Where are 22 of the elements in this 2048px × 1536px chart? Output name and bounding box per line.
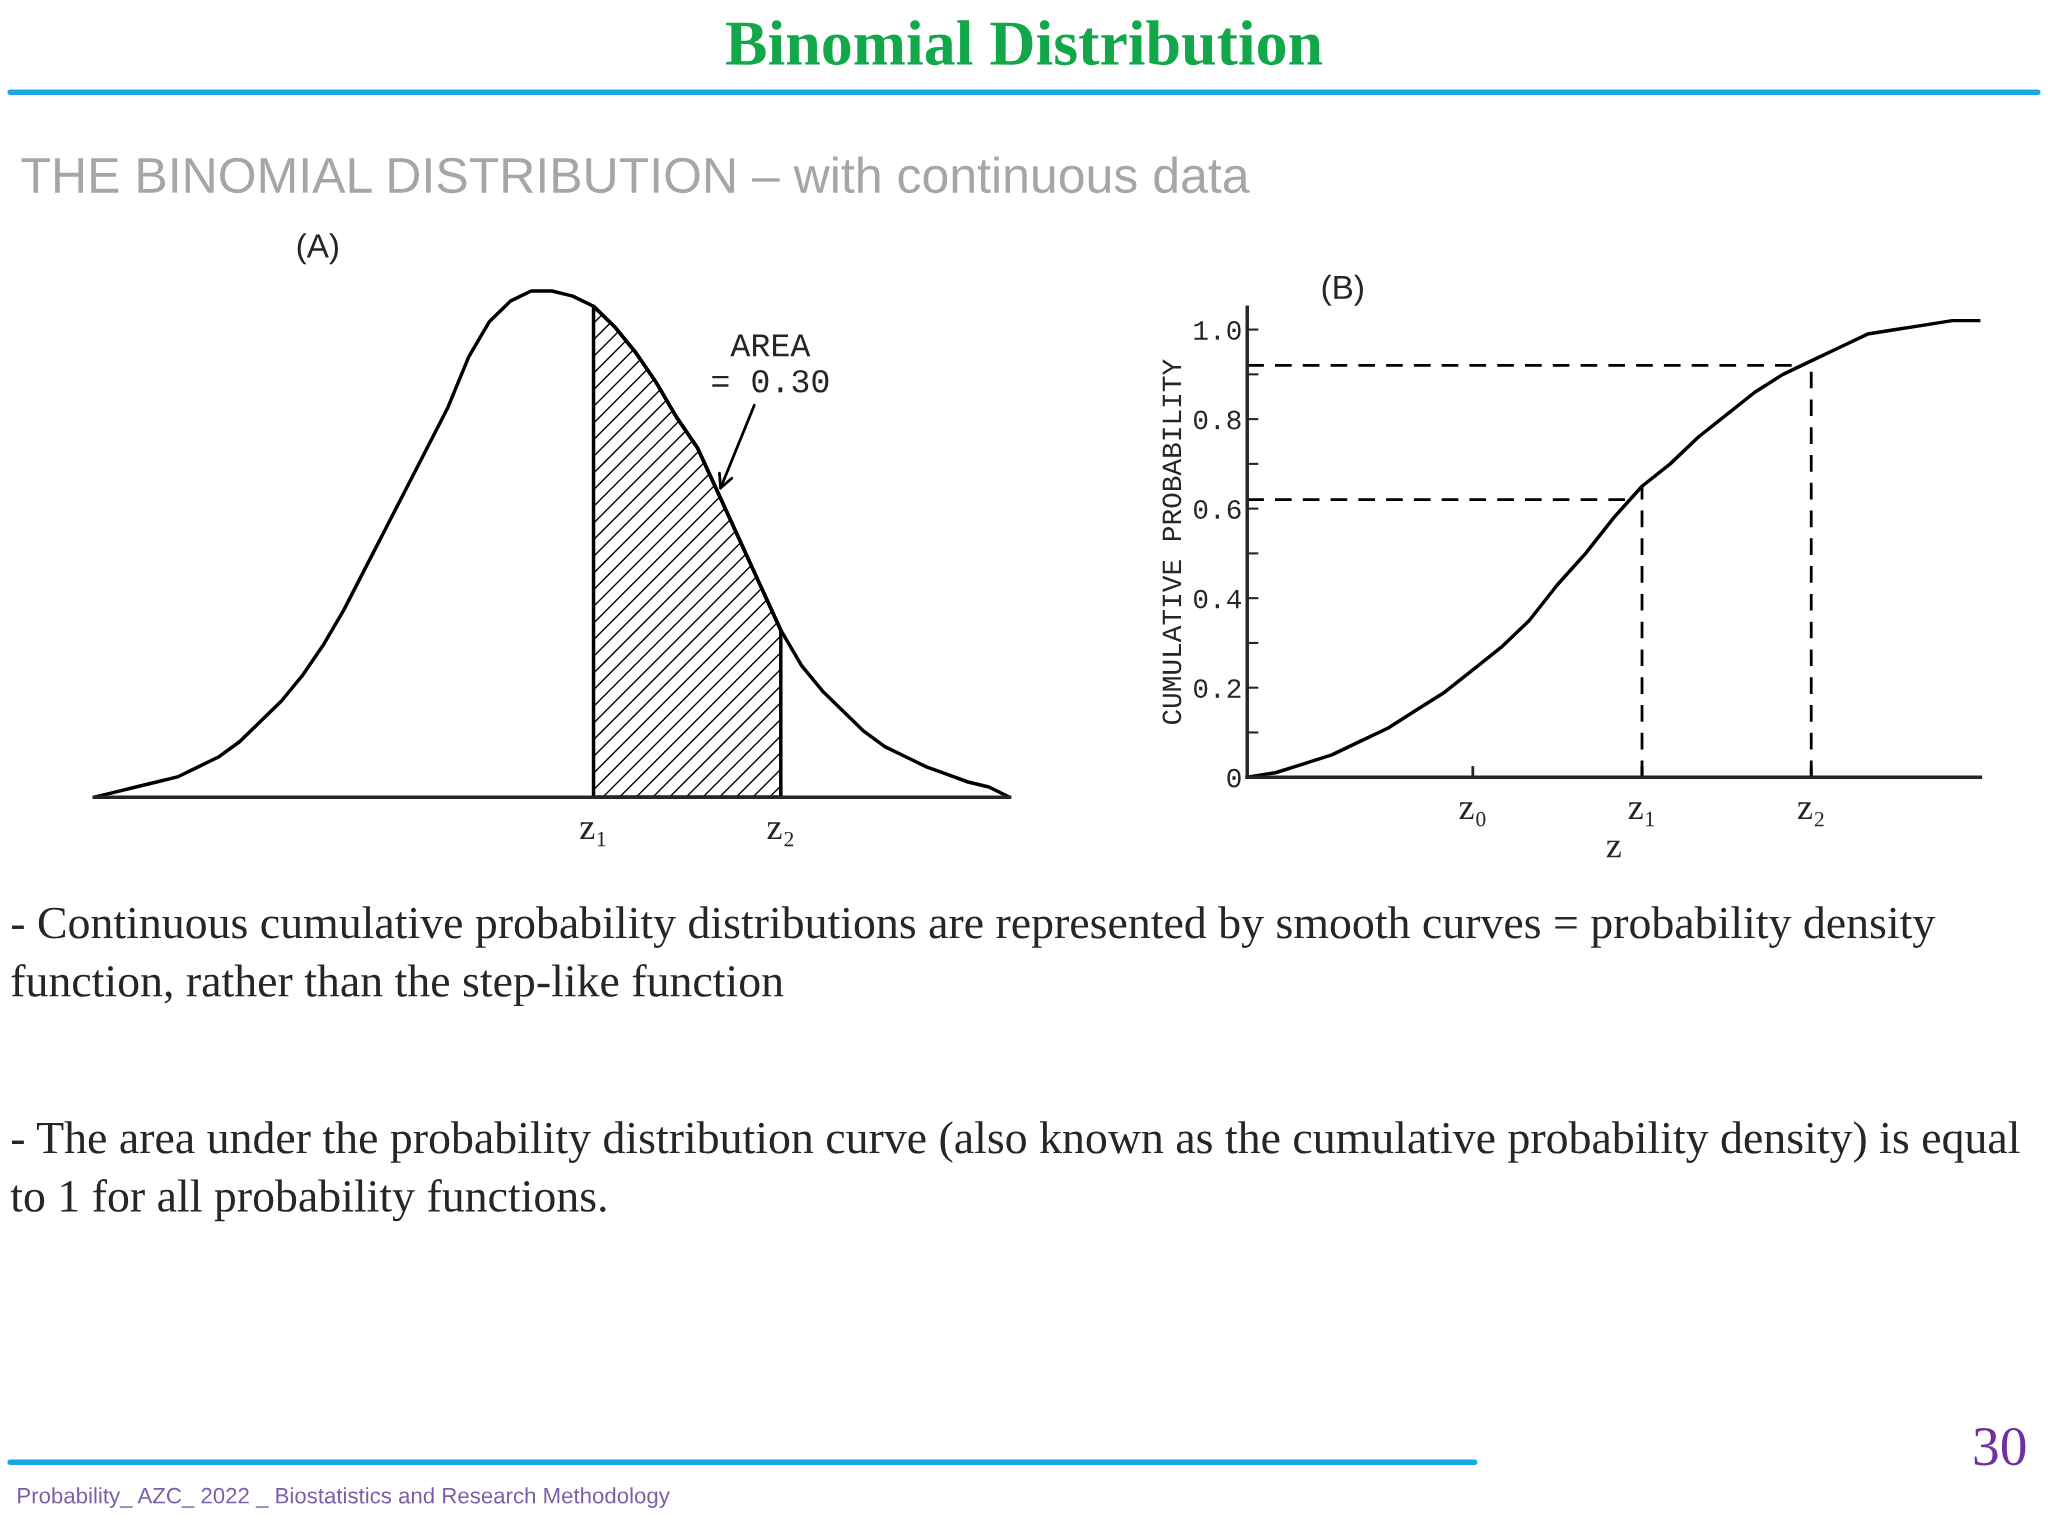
y-axis-title: CUMULATIVE PROBABILITY xyxy=(1162,359,1182,725)
annotation: AREA = 0.30 xyxy=(712,334,829,393)
text: Probability_ AZC_ 2022 _ Biostatistics and Research Methodology xyxy=(18,1487,670,1508)
x-tick-label: z₂ xyxy=(767,822,794,847)
chart-title: (B) xyxy=(1322,274,1363,306)
y-tick-label: 0 xyxy=(1227,768,1241,788)
x-tick-label: z₁ xyxy=(1628,802,1654,827)
y-tick-label: 0.2 xyxy=(1194,679,1241,699)
text: - Continuous cumulative probability distributions are represented by smooth curves = probability density function, rather than the step-like function xyxy=(11,906,1936,1007)
text: - The area under the probability distribution curve (also known as the cumulative probability density) is equal to 1 for all probability functions. xyxy=(10,1121,2020,1222)
y-tick-label: 0.6 xyxy=(1194,500,1241,519)
text: Binomial Distribution xyxy=(725,20,1323,66)
x-axis-title: z xyxy=(1606,840,1621,858)
y-tick-label: 0.8 xyxy=(1194,410,1241,430)
x-tick-label: z₁ xyxy=(580,822,606,847)
chart-title: (A) xyxy=(297,233,338,265)
text: 30 xyxy=(1974,1427,2026,1466)
x-tick-label: z₀ xyxy=(1459,802,1486,827)
y-tick-label: 1.0 xyxy=(1194,321,1241,340)
x-tick-label: z₂ xyxy=(1797,802,1824,827)
text: THE BINOMIAL DISTRIBUTION – with continuous data xyxy=(21,156,1250,194)
y-tick-label: 0.4 xyxy=(1194,589,1241,609)
